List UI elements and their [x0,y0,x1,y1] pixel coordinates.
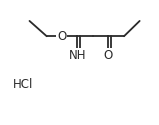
Text: HCl: HCl [13,78,33,91]
Text: NH: NH [68,49,86,62]
Text: O: O [104,49,113,62]
Text: O: O [57,30,66,43]
